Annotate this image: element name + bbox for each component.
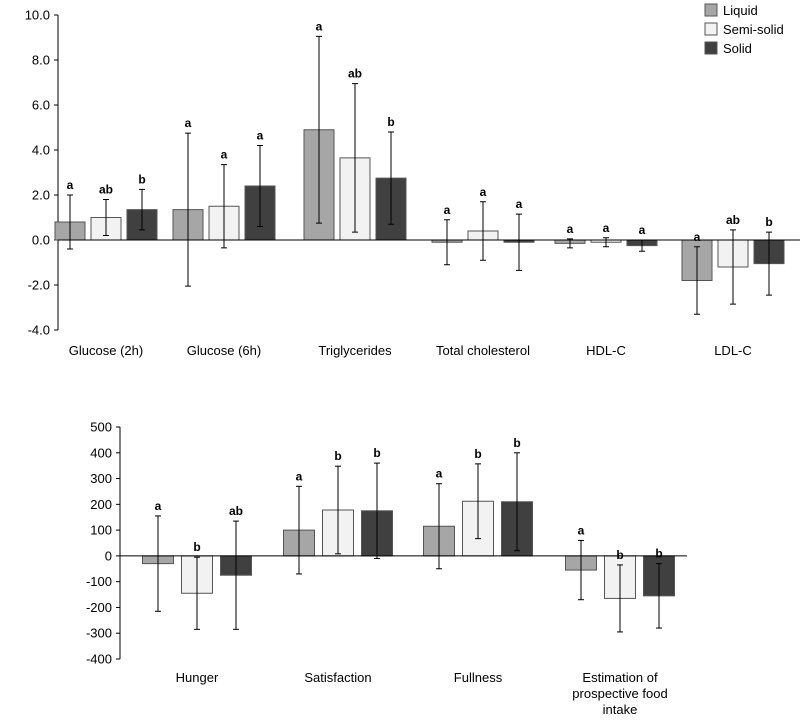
legend-swatch-semi-solid [704,22,718,36]
significance-label-fullness-semi-solid: b [474,447,481,461]
significance-label-total-cholesterol-liquid: a [444,203,451,217]
significance-label-hunger-liquid: a [155,499,162,513]
significance-label-triglycerides-solid: b [387,115,394,129]
y-tick-label: 200 [90,497,112,512]
y-tick-label: 100 [90,523,112,538]
significance-label-ldl-c-liquid: a [694,230,701,244]
y-tick-label: -4.0 [28,323,50,338]
legend: Liquid Semi-solid Solid [704,3,784,56]
legend-label-semi-solid: Semi-solid [723,22,784,37]
significance-label-hunger-solid: ab [229,504,243,518]
significance-label-estimation-of-prospective-food-intake-solid: b [655,547,662,561]
y-tick-label: 6.0 [32,98,50,113]
legend-swatch-solid [704,41,718,55]
category-label-estimation-of-prospective-food-intake: Estimation of [582,670,658,685]
significance-label-glucose-2h-liquid: a [67,178,74,192]
category-label-fullness: Fullness [454,670,503,685]
significance-label-triglycerides-liquid: a [316,19,323,33]
significance-label-glucose-2h-semi-solid: ab [99,183,113,197]
y-tick-label: -100 [86,574,112,589]
category-label-glucose-2h: Glucose (2h) [69,343,143,358]
significance-label-fullness-solid: b [513,436,520,450]
y-tick-label: 500 [90,420,112,435]
significance-label-hunger-semi-solid: b [193,540,200,554]
y-tick-label: 2.0 [32,188,50,203]
significance-label-triglycerides-semi-solid: ab [348,67,362,81]
significance-label-satisfaction-semi-solid: b [334,449,341,463]
y-tick-label: 0.0 [32,233,50,248]
significance-label-satisfaction-liquid: a [296,469,303,483]
legend-label-liquid: Liquid [723,3,758,18]
category-label-hunger: Hunger [176,670,219,685]
significance-label-ldl-c-semi-solid: ab [726,213,740,227]
category-label-estimation-of-prospective-food-intake: prospective food [572,686,667,701]
significance-label-total-cholesterol-solid: a [516,197,523,211]
significance-label-glucose-6h-solid: a [257,129,264,143]
y-tick-label: -2.0 [28,278,50,293]
chart-bottom-appetite: 5004003002001000-100-200-300-400ababHung… [86,420,687,717]
y-tick-label: 0 [105,548,112,563]
significance-label-fullness-liquid: a [436,467,443,481]
significance-label-ldl-c-solid: b [765,215,772,229]
category-label-satisfaction: Satisfaction [304,670,371,685]
category-label-glucose-6h: Glucose (6h) [187,343,261,358]
category-label-estimation-of-prospective-food-intake: intake [603,702,638,717]
significance-label-glucose-2h-solid: b [138,172,145,186]
category-label-total-cholesterol: Total cholesterol [436,343,530,358]
significance-label-hdl-c-liquid: a [567,222,574,236]
legend-label-solid: Solid [723,41,752,56]
y-tick-label: 4.0 [32,143,50,158]
significance-label-total-cholesterol-semi-solid: a [480,185,487,199]
legend-swatch-liquid [704,3,718,17]
significance-label-glucose-6h-semi-solid: a [221,148,228,162]
significance-label-satisfaction-solid: b [373,446,380,460]
significance-label-estimation-of-prospective-food-intake-semi-solid: b [616,548,623,562]
significance-label-estimation-of-prospective-food-intake-liquid: a [578,523,585,537]
category-label-ldl-c: LDL-C [714,343,752,358]
y-tick-label: 400 [90,445,112,460]
y-tick-label: 300 [90,471,112,486]
category-label-hdl-c: HDL-C [586,343,626,358]
significance-label-hdl-c-semi-solid: a [603,221,610,235]
y-tick-label: -300 [86,626,112,641]
y-tick-label: 8.0 [32,53,50,68]
significance-label-hdl-c-solid: a [639,223,646,237]
y-tick-label: 10.0 [25,8,50,23]
category-label-triglycerides: Triglycerides [318,343,392,358]
y-tick-label: -400 [86,652,112,667]
y-tick-label: -200 [86,600,112,615]
significance-label-glucose-6h-liquid: a [185,116,192,130]
